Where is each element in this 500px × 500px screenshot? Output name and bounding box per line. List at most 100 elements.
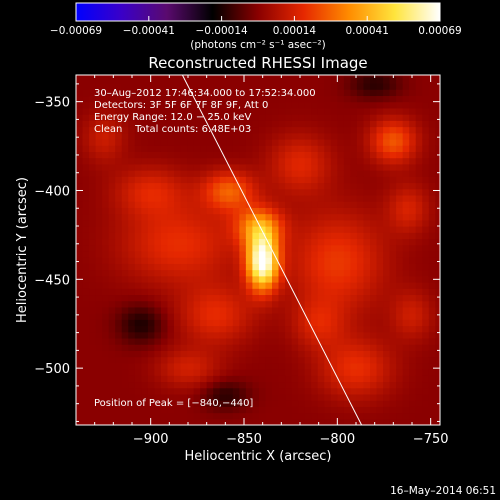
heatmap-cell — [370, 145, 378, 152]
heatmap-cell — [422, 76, 430, 84]
heatmap-cell — [258, 151, 267, 159]
heatmap-cell — [95, 281, 103, 289]
heatmap-cell — [141, 406, 149, 414]
heatmap-cell — [265, 89, 273, 97]
heatmap-cell — [82, 75, 90, 78]
heatmap-cell — [278, 219, 286, 227]
heatmap-cell — [167, 300, 175, 308]
heatmap-cell — [389, 188, 397, 196]
heatmap-cell — [298, 207, 306, 215]
heatmap-cell — [311, 294, 319, 302]
heatmap-cell — [422, 95, 430, 103]
heatmap-cell — [160, 232, 169, 240]
heatmap-cell — [363, 219, 371, 227]
heatmap-cell — [219, 275, 227, 283]
heatmap-cell — [121, 126, 129, 134]
heatmap-cell — [128, 213, 136, 221]
heatmap-cell — [102, 281, 110, 289]
heatmap-cell — [265, 126, 273, 134]
heatmap-cell — [147, 213, 155, 221]
heatmap-cell — [265, 207, 273, 215]
heatmap-cell — [167, 350, 175, 358]
heatmap-cell — [252, 126, 260, 134]
heatmap-cell — [363, 393, 371, 401]
heatmap-cell — [200, 201, 208, 208]
heatmap-cell — [245, 356, 253, 364]
heatmap-cell — [160, 381, 169, 389]
heatmap-cell — [180, 194, 188, 202]
heatmap-cell — [376, 126, 384, 134]
heatmap-cell — [278, 213, 286, 221]
heatmap-cell — [376, 213, 384, 221]
heatmap-cell — [285, 375, 293, 383]
heatmap-cell — [402, 406, 410, 414]
heatmap-cell — [317, 281, 325, 289]
heatmap-cell — [285, 313, 293, 320]
heatmap-cell — [134, 194, 142, 202]
heatmap-cell — [409, 313, 417, 320]
heatmap-cell — [272, 145, 280, 152]
heatmap-cell — [298, 107, 306, 115]
colorbar-tick-label: 0.00041 — [345, 25, 388, 37]
heatmap-cell — [108, 381, 116, 389]
heatmap-cell — [95, 387, 103, 395]
heatmap-cell — [174, 250, 182, 258]
heatmap-cell — [147, 362, 155, 370]
heatmap-cell — [278, 194, 286, 202]
heatmap-cell — [291, 107, 299, 115]
heatmap-cell — [278, 89, 286, 97]
heatmap-cell — [356, 163, 365, 171]
heatmap-cell — [317, 288, 325, 296]
heatmap-cell — [278, 157, 286, 165]
heatmap-cell — [232, 170, 240, 177]
heatmap-cell — [428, 120, 436, 128]
heatmap-cell — [422, 163, 430, 171]
heatmap-cell — [389, 288, 397, 296]
heatmap-cell — [108, 76, 116, 84]
heatmap-cell — [200, 331, 208, 339]
heatmap-cell — [232, 82, 240, 90]
footer-timestamp: 16–May–2014 06:51 — [390, 485, 496, 497]
heatmap-cell — [330, 250, 338, 258]
heatmap-cell — [330, 95, 338, 103]
heatmap-cell — [232, 89, 240, 97]
heatmap-cell — [272, 306, 280, 314]
heatmap-cell — [193, 101, 201, 109]
heatmap-cell — [147, 151, 155, 159]
heatmap-cell — [343, 331, 351, 339]
heatmap-cell — [239, 369, 247, 376]
heatmap-cell — [422, 369, 430, 376]
heatmap-cell — [298, 325, 306, 333]
heatmap-cell — [337, 393, 345, 401]
heatmap-cell — [252, 400, 260, 407]
heatmap-cell — [108, 319, 116, 327]
heatmap-cell — [213, 126, 221, 134]
heatmap-cell — [89, 176, 97, 184]
heatmap-cell — [258, 188, 267, 196]
heatmap-cell — [389, 344, 397, 351]
heatmap-cell — [376, 275, 384, 283]
heatmap-cell — [337, 344, 345, 351]
heatmap-cell — [428, 269, 436, 277]
heatmap-cell — [415, 344, 423, 351]
heatmap-cell — [435, 387, 440, 395]
heatmap-cell — [128, 132, 136, 140]
heatmap-cell — [330, 269, 338, 277]
heatmap-cell — [187, 375, 195, 383]
heatmap-cell — [258, 101, 267, 109]
heatmap-cell — [219, 238, 227, 246]
heatmap-cell — [376, 151, 384, 159]
heatmap-cell — [376, 294, 384, 302]
heatmap-cell — [370, 201, 378, 208]
heatmap-cell — [356, 89, 365, 97]
heatmap-cell — [219, 163, 227, 171]
heatmap-cell — [350, 138, 358, 146]
heatmap-cell — [350, 250, 358, 258]
heatmap-cell — [409, 226, 417, 233]
heatmap-cell — [226, 238, 234, 246]
heatmap-cell — [350, 400, 358, 407]
heatmap-cell — [154, 250, 162, 258]
heatmap-cell — [422, 263, 430, 271]
heatmap-cell — [89, 331, 97, 339]
heatmap-cell — [435, 406, 440, 414]
